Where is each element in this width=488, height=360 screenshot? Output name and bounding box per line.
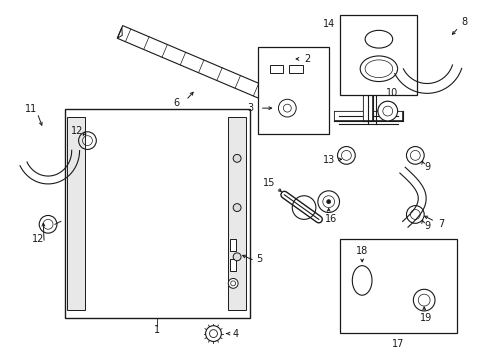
Circle shape bbox=[382, 106, 392, 116]
Text: 15: 15 bbox=[263, 178, 275, 188]
Bar bbox=[230, 239, 236, 251]
Circle shape bbox=[209, 330, 217, 338]
Text: 1: 1 bbox=[154, 325, 160, 335]
Circle shape bbox=[278, 99, 296, 117]
Text: 12: 12 bbox=[32, 234, 44, 244]
Circle shape bbox=[283, 104, 291, 112]
Text: 18: 18 bbox=[355, 246, 367, 256]
Text: 7: 7 bbox=[437, 219, 443, 229]
Bar bbox=[230, 259, 236, 271]
Text: 14: 14 bbox=[322, 19, 334, 30]
Text: 3: 3 bbox=[246, 103, 252, 113]
Text: 6: 6 bbox=[173, 98, 179, 108]
Text: 19: 19 bbox=[419, 313, 431, 323]
Text: 17: 17 bbox=[391, 339, 404, 350]
Text: 2: 2 bbox=[303, 54, 309, 64]
Text: 9: 9 bbox=[423, 162, 429, 172]
Text: 4: 4 bbox=[232, 329, 238, 339]
Bar bbox=[289, 65, 303, 73]
Bar bbox=[340, 239, 456, 333]
Bar bbox=[340, 15, 416, 95]
Bar bbox=[228, 117, 245, 310]
Circle shape bbox=[230, 281, 235, 286]
Circle shape bbox=[377, 101, 397, 121]
Text: 12: 12 bbox=[71, 126, 83, 136]
Text: 5: 5 bbox=[256, 254, 263, 264]
Circle shape bbox=[233, 204, 241, 212]
Bar bbox=[65, 109, 249, 318]
Text: 16: 16 bbox=[324, 215, 336, 224]
Circle shape bbox=[228, 278, 238, 288]
Circle shape bbox=[205, 326, 221, 342]
Text: 11: 11 bbox=[25, 104, 38, 114]
Text: 10: 10 bbox=[385, 88, 397, 98]
Text: 9: 9 bbox=[423, 221, 429, 231]
Circle shape bbox=[233, 154, 241, 162]
Circle shape bbox=[233, 253, 241, 261]
Bar bbox=[67, 117, 84, 310]
Text: 8: 8 bbox=[461, 18, 467, 27]
Bar bbox=[269, 65, 283, 73]
Text: 13: 13 bbox=[322, 155, 334, 165]
Circle shape bbox=[326, 200, 330, 204]
Bar bbox=[257, 47, 328, 134]
